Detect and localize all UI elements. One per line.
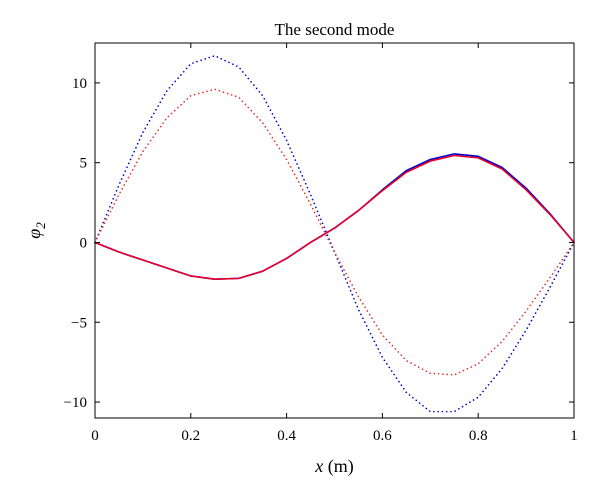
y-tick-label: 0 [80, 235, 88, 251]
y-tick-label: −5 [71, 315, 87, 331]
series-line-solid-4 [94, 154, 575, 280]
x-axis-variable: x [314, 456, 323, 476]
y-axis-variable: φ [24, 229, 44, 239]
x-tick-label: 0.2 [181, 428, 200, 444]
y-axis-title: φ2 [24, 222, 48, 239]
x-tick-label: 0 [91, 428, 99, 444]
x-tick-label: 0.6 [373, 428, 392, 444]
series-line-dotted-2 [94, 88, 575, 376]
plot-area-frame [94, 42, 575, 419]
x-axis-title: x (m) [314, 456, 354, 477]
x-tick-label: 0.8 [469, 428, 488, 444]
chart-title: The second mode [275, 20, 395, 39]
series-line-solid-3 [94, 153, 575, 280]
y-axis-subscript: 2 [33, 222, 48, 229]
series-line-dotted-1 [94, 54, 575, 413]
plot-marks [94, 54, 575, 413]
y-tick-label: 5 [80, 156, 88, 172]
x-tick-label: 1 [570, 428, 578, 444]
y-tick-label: −10 [64, 395, 87, 411]
x-tick-label: 0.4 [277, 428, 296, 444]
y-tick-label: 10 [72, 76, 87, 92]
axis-ticks: 0 0.2 0.4 0.6 0.8 1 −10 −5 0 5 10 [64, 43, 578, 444]
x-axis-unit: (m) [323, 456, 354, 477]
